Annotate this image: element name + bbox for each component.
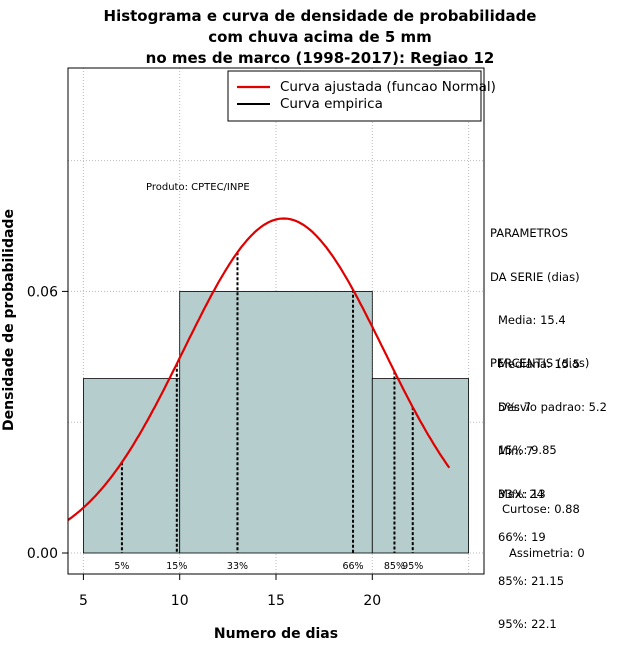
chart-title-line-1: Histograma e curva de densidade de proba… bbox=[103, 7, 537, 25]
fitted-normal-curve bbox=[67, 217, 451, 521]
histogram-bar-10-20 bbox=[179, 290, 373, 554]
distribution-shape: Curtose: 0.88 Assimetria: 0 bbox=[502, 473, 585, 575]
percentile-label-33: 33% bbox=[227, 561, 248, 572]
param-median: Mediana: 15.5 bbox=[498, 356, 581, 371]
param-max: Max: 24 bbox=[498, 487, 544, 501]
percentil-33: 33%: 13 bbox=[498, 486, 546, 501]
percentil-95: 95%: 22.1 bbox=[498, 617, 557, 631]
percentile-label-85: 85% bbox=[384, 561, 405, 572]
histogram-bar-5-10 bbox=[83, 378, 181, 554]
x-axis-label: Numero de dias bbox=[214, 626, 338, 642]
percentile-label-15: 15% bbox=[166, 561, 187, 572]
param-mean: Media: 15.4 bbox=[498, 313, 566, 327]
percentil-15: 15%: 9.85 bbox=[498, 443, 557, 457]
percentil-66: 66%: 19 bbox=[498, 530, 546, 544]
percentile-labels: 5% 15% 33% 66% 85%95% bbox=[114, 561, 423, 572]
percentile-table: PERCENTIS (dias) 5%: 7 15%: 9.85 33%: 13… bbox=[490, 327, 589, 646]
histogram-bar-20-25 bbox=[371, 378, 469, 554]
x-tick-label-5: 5 bbox=[79, 593, 88, 609]
percentile-lines bbox=[120, 252, 414, 553]
legend-fitted-label: Curva ajustada (funcao Normal) bbox=[280, 79, 496, 95]
param-sd: Desvio padrao: 5.2 bbox=[498, 400, 607, 414]
params-heading-2: DA SERIE (dias) bbox=[490, 269, 580, 284]
skewness: Assimetria: 0 bbox=[509, 545, 585, 560]
axes: 5 10 15 20 0.00 0.06 bbox=[27, 284, 381, 609]
legend: Curva ajustada (funcao Normal) Curva emp… bbox=[227, 70, 496, 122]
y-axis-label: Densidade de probabilidade bbox=[1, 209, 17, 431]
product-label: Produto: CPTEC/INPE bbox=[146, 182, 250, 193]
legend-box bbox=[227, 70, 482, 122]
percentil-85: 85%: 21.15 bbox=[498, 573, 565, 588]
x-tick-label-20: 20 bbox=[363, 593, 381, 609]
chart-title: Histograma e curva de densidade de proba… bbox=[0, 6, 640, 69]
x-tick-label-10: 10 bbox=[171, 593, 189, 609]
chart-title-line-2: com chuva acima de 5 mm bbox=[208, 28, 432, 46]
histogram-bars bbox=[83, 290, 469, 554]
legend-empirical-label: Curva empirica bbox=[280, 96, 383, 112]
param-min: Min: 7 bbox=[498, 443, 534, 458]
y-tick-label-0.06: 0.06 bbox=[27, 284, 58, 300]
x-tick-label-15: 15 bbox=[267, 593, 285, 609]
y-tick-label-0: 0.00 bbox=[27, 546, 58, 562]
percentis-heading: PERCENTIS (dias) bbox=[490, 356, 590, 370]
percentil-5: 5%: 7 bbox=[498, 399, 532, 414]
percentile-label-66: 66% bbox=[342, 561, 363, 572]
series-parameters: PARAMETROS DA SERIE (dias) Media: 15.4 M… bbox=[490, 197, 607, 516]
params-heading-1: PARAMETROS bbox=[490, 226, 569, 240]
chart-title-line-3: no mes de marco (1998-2017): Regiao 12 bbox=[145, 49, 495, 67]
percentile-label-5: 5% bbox=[114, 561, 129, 572]
kurtosis: Curtose: 0.88 bbox=[502, 502, 580, 516]
percentile-label-95: 95% bbox=[402, 561, 423, 572]
